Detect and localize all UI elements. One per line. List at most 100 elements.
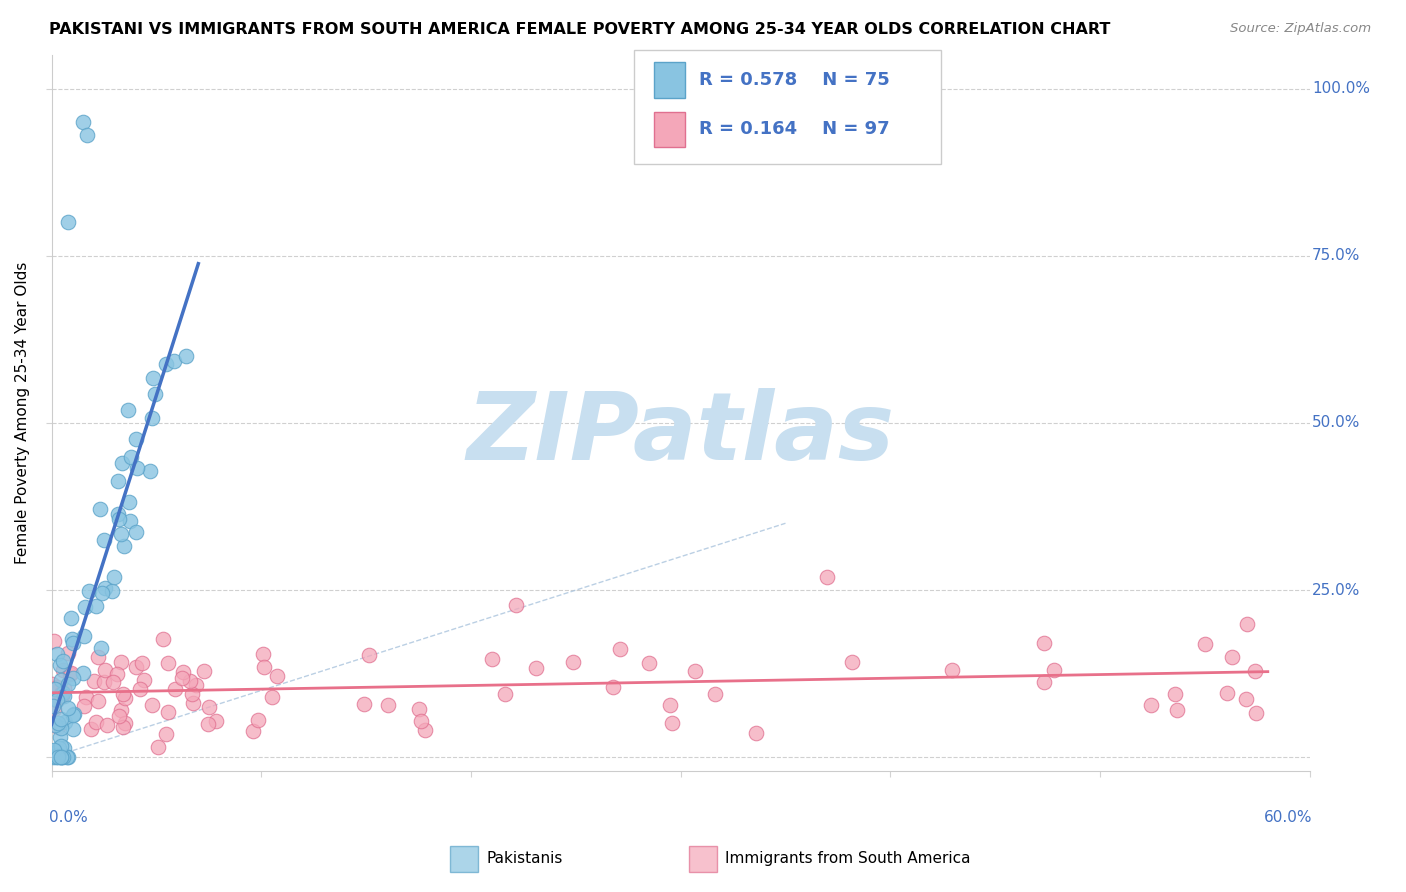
Text: Immigrants from South America: Immigrants from South America	[725, 852, 972, 866]
Point	[125, 432, 148, 446]
Point	[157, 657, 180, 671]
Point	[49, 750, 72, 764]
Point	[46, 747, 69, 762]
Point	[1234, 691, 1257, 706]
Point	[246, 713, 269, 727]
Point	[75, 690, 97, 704]
Point	[152, 632, 174, 646]
Point	[63, 706, 86, 721]
Point	[52, 750, 75, 764]
Point	[53, 681, 76, 696]
Point	[41, 677, 63, 691]
Point	[110, 703, 132, 717]
Point	[1215, 686, 1237, 700]
Point	[494, 687, 516, 701]
Point	[48, 720, 70, 734]
Point	[84, 715, 107, 730]
Point	[110, 655, 132, 669]
Point	[49, 658, 72, 673]
Point	[59, 666, 82, 681]
Point	[205, 714, 228, 729]
Point	[49, 750, 72, 764]
Point	[197, 716, 219, 731]
Point	[1033, 674, 1056, 689]
Point	[110, 527, 132, 541]
Point	[745, 726, 768, 740]
Point	[1043, 663, 1066, 677]
Point	[1220, 650, 1243, 665]
Point	[44, 718, 66, 732]
Point	[46, 750, 69, 764]
Point	[42, 633, 65, 648]
Point	[132, 673, 155, 687]
Point	[62, 636, 84, 650]
Point	[60, 632, 83, 647]
Point	[93, 533, 115, 548]
Point	[49, 712, 72, 726]
Point	[45, 750, 67, 764]
Point	[181, 697, 204, 711]
Point	[162, 354, 184, 368]
Point	[44, 701, 66, 715]
Point	[62, 707, 84, 722]
Point	[42, 699, 65, 714]
Point	[131, 656, 153, 670]
Point	[94, 663, 117, 677]
Point	[73, 628, 96, 642]
Point	[142, 371, 165, 385]
Point	[87, 694, 110, 708]
Point	[89, 502, 111, 516]
Point	[101, 675, 124, 690]
Point	[41, 750, 63, 764]
Y-axis label: Female Poverty Among 25-34 Year Olds: Female Poverty Among 25-34 Year Olds	[15, 261, 30, 564]
Text: 100.0%: 100.0%	[1312, 81, 1371, 96]
Point	[253, 660, 276, 674]
Point	[62, 722, 84, 736]
Point	[52, 654, 75, 668]
Point	[638, 656, 661, 670]
Point	[56, 750, 79, 764]
Text: R = 0.578    N = 75: R = 0.578 N = 75	[699, 71, 890, 89]
Point	[56, 700, 79, 714]
Point	[524, 661, 547, 675]
Text: 75.0%: 75.0%	[1312, 248, 1361, 263]
Point	[143, 386, 166, 401]
Point	[174, 349, 197, 363]
Point	[112, 540, 135, 554]
Point	[141, 411, 163, 425]
Point	[53, 714, 76, 729]
Point	[42, 743, 65, 757]
Point	[45, 745, 67, 759]
Point	[815, 570, 838, 584]
Text: Source: ZipAtlas.com: Source: ZipAtlas.com	[1230, 22, 1371, 36]
Point	[1166, 702, 1188, 716]
Text: 0.0%: 0.0%	[49, 810, 87, 825]
Point	[51, 685, 73, 699]
Point	[155, 727, 177, 741]
Point	[48, 690, 70, 704]
Point	[80, 722, 103, 736]
Point	[75, 599, 97, 614]
Point	[91, 586, 114, 600]
Point	[77, 584, 100, 599]
Point	[155, 358, 177, 372]
Point	[48, 744, 70, 758]
Point	[413, 723, 436, 737]
Point	[44, 681, 66, 696]
Point	[163, 681, 186, 696]
Point	[87, 650, 110, 665]
Point	[101, 584, 124, 599]
Point	[139, 464, 162, 478]
Point	[198, 699, 221, 714]
Point	[121, 450, 143, 464]
Point	[48, 740, 70, 755]
Point	[125, 460, 148, 475]
Point	[120, 514, 142, 528]
Point	[114, 716, 136, 731]
Point	[96, 718, 118, 732]
Point	[129, 681, 152, 696]
Point	[112, 721, 135, 735]
Point	[52, 663, 75, 677]
Point	[353, 698, 375, 712]
Point	[49, 687, 72, 701]
